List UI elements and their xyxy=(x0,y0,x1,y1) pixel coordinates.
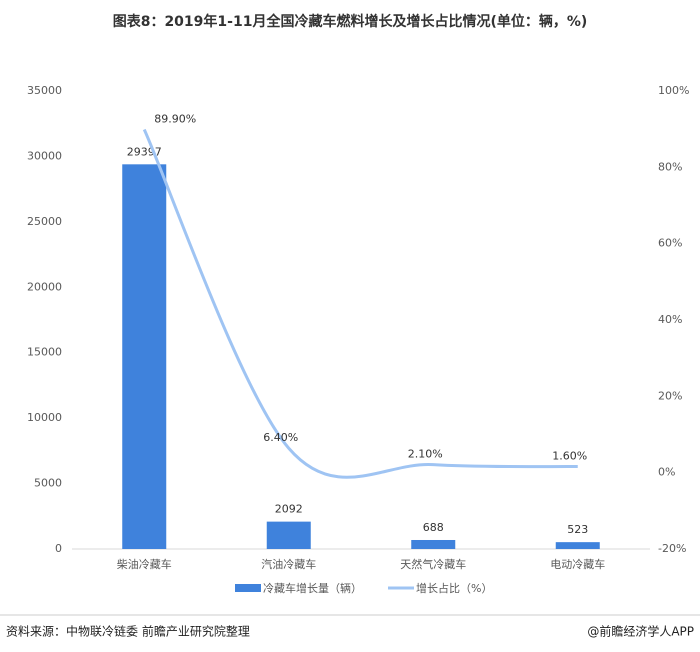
x-tick-label: 柴油冷藏车 xyxy=(117,557,172,571)
y-tick-label: 30000 xyxy=(27,149,62,162)
legend-label: 增长占比（%） xyxy=(416,581,492,595)
line-value-label: 2.10% xyxy=(408,448,443,461)
line-value-label: 1.60% xyxy=(552,450,587,463)
y2-tick-label: 40% xyxy=(658,313,682,326)
y-tick-label: 25000 xyxy=(27,215,62,228)
chart-title: 图表8：2019年1-11月全国冷藏车燃料增长及增长占比情况(单位：辆，%) xyxy=(113,13,588,30)
legend-swatch xyxy=(235,584,261,592)
source: 资料来源：中物联冷链委 前瞻产业研究院整理 xyxy=(6,624,250,639)
y2-tick-label: 60% xyxy=(658,237,682,250)
line-value-label: 6.40% xyxy=(263,431,298,444)
bar-value-label: 2092 xyxy=(275,503,303,516)
line-value-label: 89.90% xyxy=(154,113,196,126)
y-tick-label: 15000 xyxy=(27,346,62,359)
legend-label: 冷藏车增长量（辆） xyxy=(263,581,362,595)
y2-tick-label: 100% xyxy=(658,84,689,97)
y-tick-label: 35000 xyxy=(27,84,62,97)
bar xyxy=(122,164,167,549)
bar-value-label: 523 xyxy=(567,523,588,536)
bar xyxy=(555,542,600,549)
y-tick-label: 5000 xyxy=(34,477,62,490)
y2-tick-label: 0% xyxy=(658,466,675,479)
x-tick-label: 天然气冷藏车 xyxy=(400,557,466,571)
bar-value-label: 688 xyxy=(423,521,444,534)
y2-tick-label: 20% xyxy=(658,389,682,402)
y-tick-label: 20000 xyxy=(27,280,62,293)
bar xyxy=(411,539,456,549)
y-tick-label: 10000 xyxy=(27,411,62,424)
credit: @前瞻经济学人APP xyxy=(587,624,694,639)
x-tick-label: 电动冷藏车 xyxy=(550,557,605,571)
x-tick-label: 汽油冷藏车 xyxy=(261,557,316,571)
y2-tick-label: 80% xyxy=(658,160,682,173)
bar xyxy=(266,521,311,549)
line xyxy=(142,128,578,479)
y2-tick-label: -20% xyxy=(658,542,686,555)
y-tick-label: 0 xyxy=(55,542,62,555)
